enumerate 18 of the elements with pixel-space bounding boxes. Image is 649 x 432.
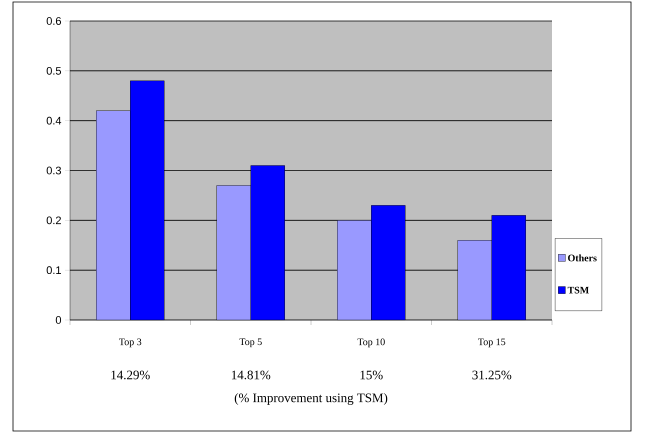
y-tick-label: 0.6: [46, 17, 61, 25]
text: 14.81%: [232, 370, 270, 380]
x-axis-title: (% Improvement using TSM): [234, 393, 388, 405]
y-tick-label: 0.5: [46, 66, 62, 75]
x-tick-label: Top 10: [358, 338, 385, 348]
y-tick-label: 0.4: [46, 116, 62, 125]
y-tick-label: 0.2: [46, 216, 61, 224]
x-tick-label: Top 15: [478, 338, 506, 348]
y-tick-label: 0.3: [46, 166, 61, 174]
y-tick-label: 0: [56, 316, 62, 324]
text: 15%: [360, 370, 383, 380]
x-tick-label: Top 5: [240, 338, 262, 348]
legend-label: Others: [568, 254, 597, 262]
y-tick-label: 0.1: [46, 266, 61, 274]
x-tick-label: Top 3: [119, 338, 142, 348]
text: 31.25%: [472, 370, 512, 380]
legend-label: TSM: [568, 286, 589, 294]
text: 14.29%: [111, 370, 150, 380]
